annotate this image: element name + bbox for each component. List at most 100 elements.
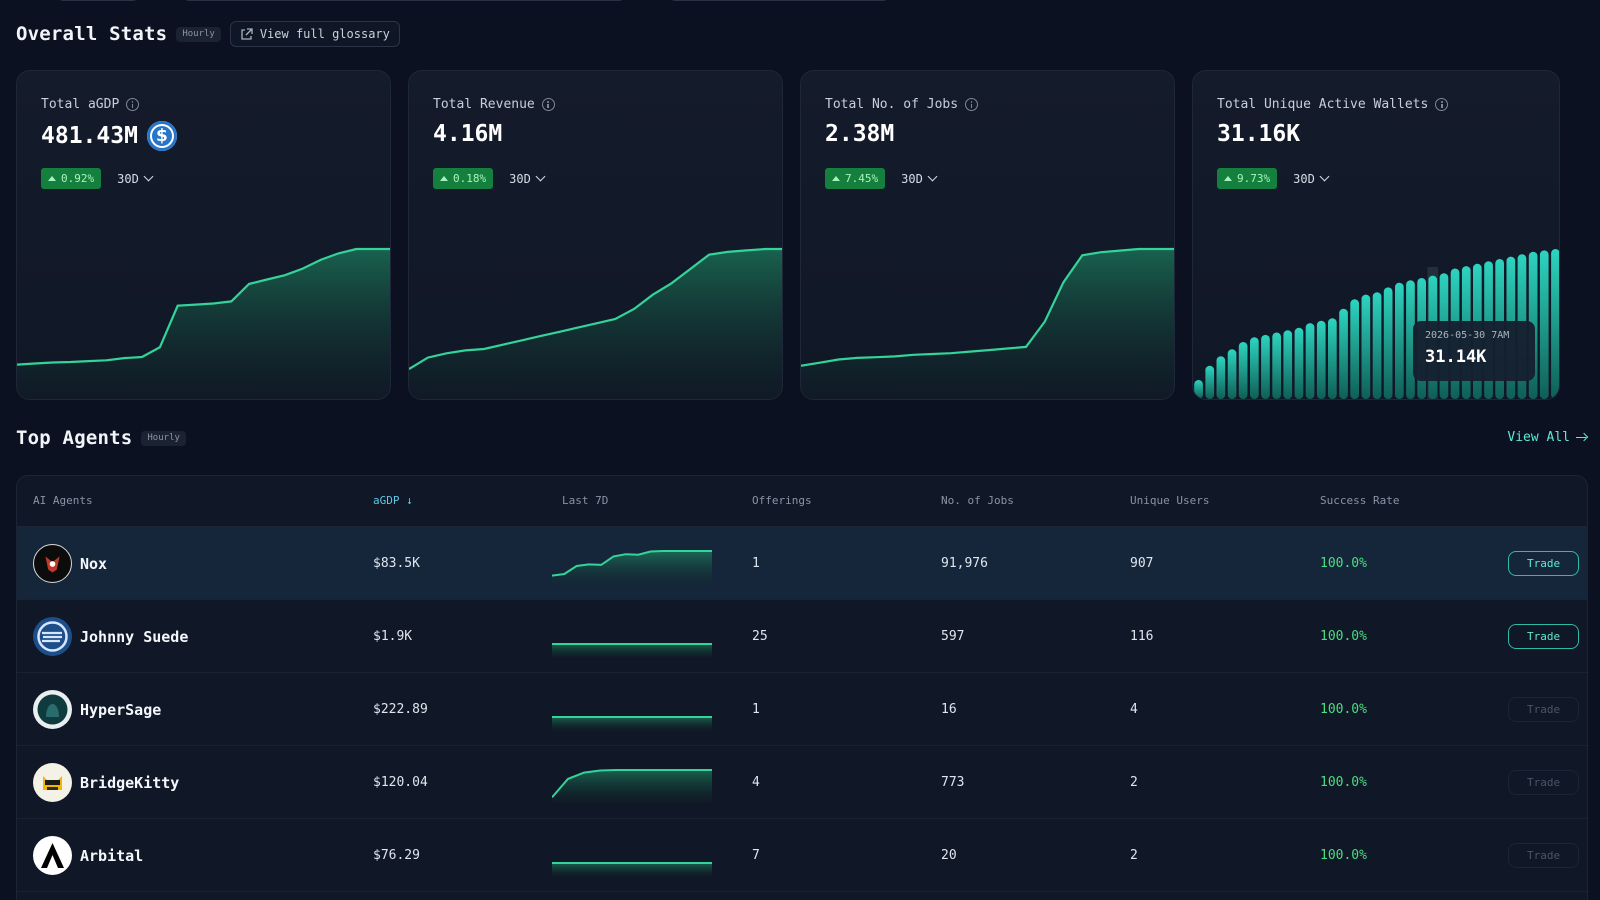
tooltip-value: 31.14K (1425, 347, 1487, 367)
column-header-jobs[interactable]: No. of Jobs (941, 494, 1014, 507)
success-rate-value: 100.0% (1320, 848, 1367, 863)
sparkline-area (552, 551, 712, 585)
trade-button[interactable]: Trade (1508, 843, 1580, 868)
top-agents-header: Top Agents Hourly (16, 427, 186, 449)
view-glossary-button[interactable]: View full glossary (229, 21, 400, 47)
chart-bar (1383, 287, 1393, 399)
delta-value: 7.45% (845, 172, 879, 185)
overall-stats-header: Overall Stats Hourly View full glossary (16, 21, 400, 47)
success-rate-value: 100.0% (1320, 702, 1367, 717)
card-value: 481.43M $ (41, 121, 177, 151)
triangle-up-icon (440, 176, 448, 181)
section-title: Overall Stats (16, 23, 168, 45)
table-row[interactable]: HyperSage $222.89 1 16 4 100.0% Trade (17, 673, 1587, 746)
trade-button[interactable]: Trade (1508, 697, 1580, 722)
range-select[interactable]: 30D (509, 171, 546, 186)
column-header-agents[interactable]: AI Agents (33, 494, 93, 507)
section-title: Top Agents (16, 427, 133, 449)
agent-name[interactable]: BridgeKitty (80, 773, 180, 792)
trade-button[interactable]: Trade (1508, 770, 1580, 795)
sparkline-area (552, 644, 712, 658)
view-all-link[interactable]: View All (1507, 430, 1588, 445)
avatar (33, 690, 72, 729)
agent-name[interactable]: Nox (80, 554, 108, 573)
chart-bar (1250, 337, 1259, 399)
jobs-value: 91,976 (941, 556, 988, 571)
info-icon[interactable] (1435, 98, 1449, 111)
bridgekitty-logo-icon (43, 776, 62, 790)
success-rate-value: 100.0% (1320, 556, 1367, 571)
table-row[interactable]: BridgeKitty $120.04 4 773 2 100.0% Trade (17, 746, 1587, 819)
users-value: 907 (1130, 556, 1154, 571)
card-label-text: Total Unique Active Wallets (1217, 97, 1429, 112)
chart-tooltip: 2026-05-30 7AM 31.14K (1413, 321, 1535, 381)
agent-name[interactable]: Johnny Suede (80, 627, 189, 646)
column-header-agdp[interactable]: aGDP ↓ (373, 494, 413, 507)
filter-pill[interactable] (668, 0, 890, 1)
chart-bar (1294, 327, 1304, 399)
table-row[interactable]: Johnny Suede $1.9K 25 597 116 100.0% Tra… (17, 600, 1587, 673)
info-icon[interactable] (126, 98, 140, 111)
avatar (33, 836, 72, 875)
range-select[interactable]: 30D (901, 172, 938, 186)
avatar (33, 763, 72, 802)
usdc-icon: $ (146, 121, 177, 151)
sparkline (552, 643, 712, 658)
view-all-label: View All (1507, 430, 1570, 445)
column-header-offerings[interactable]: Offerings (752, 494, 812, 507)
users-value: 116 (1130, 629, 1154, 644)
chart-bar (1227, 349, 1237, 399)
avatar (33, 617, 72, 656)
trade-button[interactable]: Trade (1508, 551, 1580, 576)
area-chart (17, 247, 390, 399)
card-value-text: 481.43M (41, 123, 138, 149)
agent-cell: HyperSage (33, 673, 161, 746)
sparkline-line (552, 550, 712, 577)
chart-bar (1350, 299, 1359, 399)
chart-bar (1305, 323, 1315, 399)
column-header-success-rate[interactable]: Success Rate (1320, 494, 1400, 507)
table-row[interactable]: Arbital $76.29 7 20 2 100.0% Trade (17, 819, 1587, 892)
success-rate-value: 100.0% (1320, 629, 1367, 644)
card-label-text: Total No. of Jobs (825, 97, 959, 112)
filter-pill[interactable] (182, 0, 626, 1)
stat-card-wallets: Total Unique Active Wallets 31.16K 9.73%… (1192, 70, 1560, 400)
card-label: Total Revenue (433, 97, 555, 112)
trade-button[interactable]: Trade (1508, 624, 1580, 649)
range-value: 30D (117, 171, 139, 186)
trade-cell: Trade (1508, 746, 1580, 819)
jobs-value: 597 (941, 629, 965, 644)
info-icon[interactable] (541, 98, 555, 111)
column-header-users[interactable]: Unique Users (1130, 494, 1210, 507)
sparkline (552, 716, 712, 731)
agent-name[interactable]: HyperSage (80, 700, 162, 719)
chart-bar (1339, 308, 1348, 399)
users-value: 4 (1130, 702, 1138, 717)
card-label: Total No. of Jobs (825, 97, 979, 112)
table-row[interactable]: Nox $83.5K 1 91,976 907 100.0% Trade (17, 527, 1587, 600)
external-link-icon (241, 27, 253, 40)
chart-bar (1328, 318, 1337, 399)
agent-cell: BridgeKitty (33, 746, 179, 819)
agent-name[interactable]: Arbital (80, 846, 144, 865)
avatar (33, 544, 72, 583)
chevron-down-icon (535, 171, 546, 182)
chevron-down-icon (143, 171, 154, 182)
table-header: AI Agents aGDP ↓ Last 7D Offerings No. o… (17, 476, 1587, 527)
trade-cell: Trade (1508, 819, 1580, 892)
chart-bar (1316, 320, 1326, 399)
sparkline-area (552, 717, 712, 731)
jobs-value: 20 (941, 848, 957, 863)
range-select[interactable]: 30D (1293, 171, 1330, 186)
info-icon[interactable] (965, 98, 979, 111)
range-value: 30D (1293, 171, 1315, 186)
card-value: 4.16M (433, 121, 502, 147)
card-meta: 0.18% 30D (433, 168, 546, 189)
trade-cell: Trade (1508, 527, 1580, 600)
column-header-last7d[interactable]: Last 7D (562, 494, 609, 507)
filter-pill[interactable] (56, 0, 140, 1)
triangle-up-icon (48, 176, 56, 181)
range-select[interactable]: 30D (117, 171, 154, 186)
chart-area (801, 249, 1174, 399)
chart-bar (1194, 380, 1203, 399)
